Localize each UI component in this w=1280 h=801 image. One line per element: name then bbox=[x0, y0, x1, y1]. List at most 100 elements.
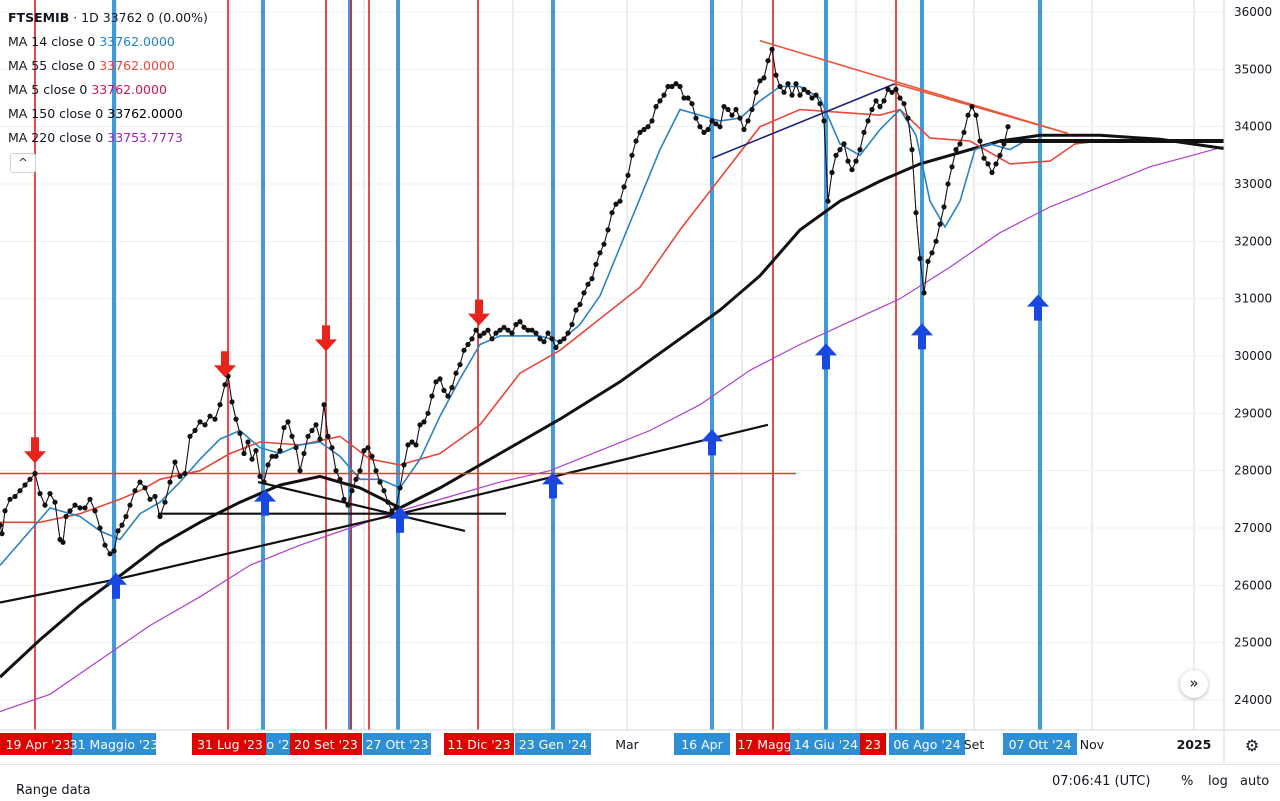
price-point bbox=[381, 488, 387, 494]
time-tick-label: 31 Lug '23 bbox=[197, 737, 263, 752]
time-tick-label: 17 Maggio bbox=[737, 737, 802, 752]
price-point bbox=[789, 92, 795, 98]
price-point bbox=[641, 126, 647, 133]
log-toggle[interactable]: log bbox=[1208, 774, 1228, 789]
time-label-box bbox=[515, 733, 591, 755]
price-point bbox=[493, 330, 499, 336]
price-point bbox=[545, 330, 551, 336]
price-point bbox=[977, 138, 983, 144]
chevron-up-icon: ^ bbox=[18, 156, 28, 169]
price-point bbox=[573, 307, 579, 313]
price-point bbox=[222, 382, 228, 388]
price-point bbox=[969, 104, 975, 110]
price-tick-label: 32000 bbox=[1234, 234, 1272, 248]
price-tick-label: 28000 bbox=[1234, 464, 1272, 478]
blue-up-arrow-icon bbox=[542, 472, 564, 499]
price-point bbox=[409, 439, 415, 445]
price-tick-label: 30000 bbox=[1234, 349, 1272, 363]
price-point bbox=[865, 118, 871, 124]
price-point bbox=[277, 448, 283, 454]
price-point bbox=[497, 327, 503, 333]
price-point bbox=[285, 419, 291, 425]
price-point bbox=[925, 258, 931, 264]
legend-ma55[interactable]: MA 55 close 0 33762.0000 bbox=[8, 54, 208, 78]
price-point bbox=[329, 445, 335, 451]
price-point bbox=[933, 238, 939, 244]
price-point bbox=[187, 433, 193, 439]
price-point bbox=[905, 115, 911, 121]
legend-ma14[interactable]: MA 14 close 0 33762.0000 bbox=[8, 30, 208, 54]
price-point bbox=[949, 164, 955, 170]
time-label-box bbox=[736, 733, 804, 755]
price-point bbox=[433, 379, 439, 385]
price-point bbox=[172, 459, 178, 465]
price-tick-label: 26000 bbox=[1234, 578, 1272, 592]
price-point bbox=[82, 505, 88, 511]
price-point bbox=[945, 181, 951, 187]
price-chart[interactable]: 36000 35000 34000 33000 32000 31000 30000 29000… bbox=[0, 0, 1280, 764]
time-label-box bbox=[0, 733, 77, 755]
legend-ma220[interactable]: MA 220 close 0 33753.7773 bbox=[8, 126, 208, 150]
gear-icon[interactable]: ⚙ bbox=[1245, 736, 1259, 755]
price-point bbox=[633, 138, 639, 144]
price-point bbox=[773, 72, 779, 78]
price-point bbox=[989, 169, 995, 176]
price-point bbox=[809, 95, 815, 101]
price-point bbox=[817, 101, 823, 107]
price-point bbox=[265, 462, 271, 468]
price-point bbox=[162, 499, 168, 505]
price-point bbox=[645, 124, 651, 130]
collapse-legend-button[interactable]: ^ bbox=[10, 153, 36, 173]
time-tick-label: 23 bbox=[865, 737, 881, 752]
time-label-box bbox=[72, 733, 156, 755]
price-point bbox=[241, 450, 247, 457]
legend-label: MA 14 close 0 bbox=[8, 34, 96, 49]
price-point bbox=[613, 201, 619, 207]
price-point bbox=[749, 106, 755, 113]
blue-up-arrow-icon bbox=[911, 323, 933, 350]
price-point bbox=[577, 301, 583, 307]
symbol-name[interactable]: FTSEMIB bbox=[8, 10, 70, 25]
price-point bbox=[733, 106, 739, 113]
price-tick-label: 31000 bbox=[1234, 292, 1272, 306]
price-point bbox=[365, 445, 371, 451]
price-point bbox=[67, 508, 73, 514]
price-point bbox=[597, 250, 603, 256]
price-point bbox=[261, 479, 267, 485]
price-point bbox=[115, 528, 121, 534]
price-point bbox=[689, 101, 695, 107]
chart-legend: FTSEMIB · 1D 33762 0 (0.00%) MA 14 close… bbox=[8, 6, 208, 150]
price-point bbox=[17, 488, 23, 494]
legend-ma150[interactable]: MA 150 close 0 33762.0000 bbox=[8, 102, 208, 126]
price-point bbox=[369, 453, 375, 459]
time-tick-label: 11 Dic '23 bbox=[447, 737, 510, 752]
percent-toggle[interactable]: % bbox=[1181, 774, 1194, 789]
price-point bbox=[0, 522, 3, 528]
time-tick-label: 20 Set '23 bbox=[294, 737, 358, 752]
legend-ma5[interactable]: MA 5 close 0 33762.0000 bbox=[8, 78, 208, 102]
price-point bbox=[142, 485, 148, 491]
time-label-box bbox=[860, 733, 886, 755]
price-point bbox=[981, 155, 987, 161]
price-point bbox=[929, 250, 935, 256]
price-point bbox=[793, 81, 799, 87]
price-change: 0 (0.00%) bbox=[146, 10, 208, 25]
price-point bbox=[32, 470, 38, 477]
price-point bbox=[152, 493, 158, 500]
price-point bbox=[281, 425, 287, 431]
price-point bbox=[413, 442, 419, 448]
scroll-to-realtime-button[interactable]: » bbox=[1180, 670, 1208, 698]
price-point bbox=[309, 427, 315, 434]
price-point bbox=[357, 468, 363, 474]
interval[interactable]: 1D bbox=[81, 10, 99, 25]
auto-toggle[interactable]: auto bbox=[1240, 774, 1270, 789]
price-point bbox=[417, 422, 423, 428]
clock[interactable]: 07:06:41 (UTC) bbox=[1052, 774, 1151, 789]
price-point bbox=[385, 499, 391, 505]
price-point bbox=[753, 89, 759, 95]
price-point bbox=[873, 98, 879, 104]
price-point bbox=[2, 508, 8, 514]
blue-up-arrow-icon bbox=[105, 572, 127, 599]
price-point bbox=[441, 387, 447, 393]
price-point bbox=[102, 542, 108, 548]
